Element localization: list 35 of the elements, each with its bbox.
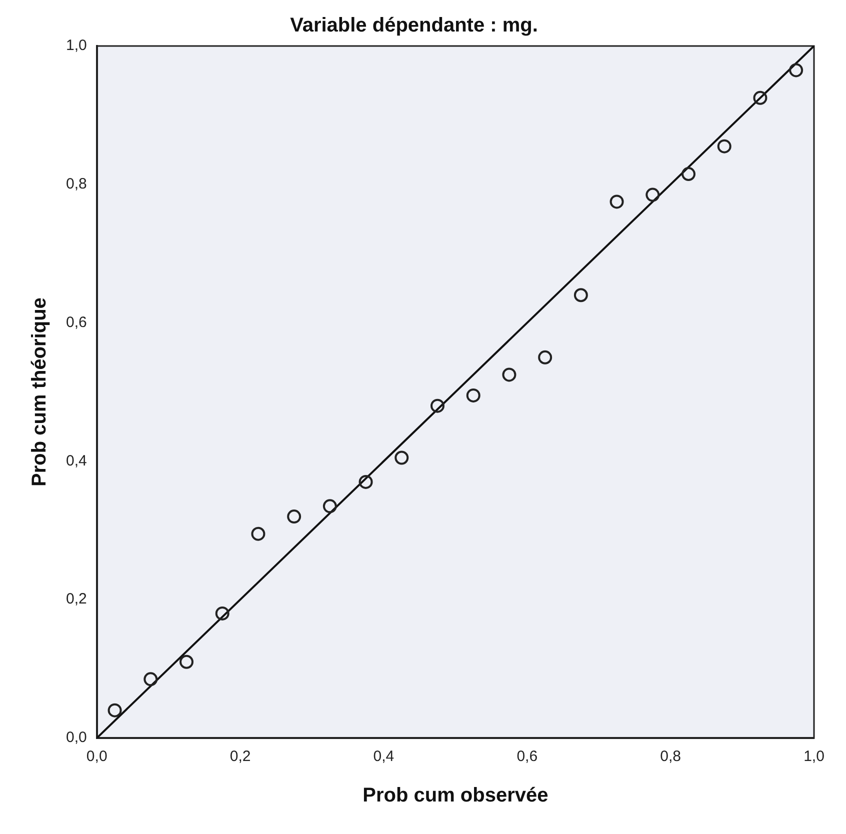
point: [179, 654, 194, 669]
point: [717, 139, 732, 154]
y-tick-label: 0,4: [66, 452, 87, 470]
point: [646, 188, 660, 202]
x-tick-label: 0,6: [516, 748, 538, 766]
y-tick-label: 0,2: [66, 590, 87, 608]
y-tick-label: 0,0: [66, 729, 87, 746]
point: [322, 499, 337, 514]
y-tick-label: 0,6: [66, 314, 87, 331]
chart-title: Variable dépendante : mg.: [290, 14, 538, 37]
point: [789, 63, 804, 78]
point: [358, 474, 373, 489]
point: [287, 510, 302, 524]
point: [502, 368, 516, 382]
y-tick-label: 1,0: [66, 37, 87, 54]
y-axis-title: Prob cum théorique: [28, 298, 51, 486]
x-tick-label: 0,4: [373, 748, 394, 766]
point: [251, 526, 266, 541]
point: [682, 167, 696, 182]
point: [538, 350, 552, 364]
point: [753, 90, 768, 105]
x-tick-label: 0,8: [660, 748, 681, 766]
point: [215, 606, 230, 620]
x-axis-title: Prob cum observée: [362, 784, 548, 807]
y-tick-label: 0,8: [66, 176, 87, 193]
point: [610, 194, 624, 209]
point: [144, 672, 158, 686]
x-tick-label: 1,0: [804, 748, 824, 766]
point: [466, 388, 480, 402]
point: [108, 703, 122, 718]
x-tick-label: 0,2: [230, 748, 251, 766]
point: [574, 288, 588, 302]
point: [394, 450, 409, 465]
point: [430, 398, 444, 413]
x-tick-label: 0,0: [86, 748, 108, 766]
